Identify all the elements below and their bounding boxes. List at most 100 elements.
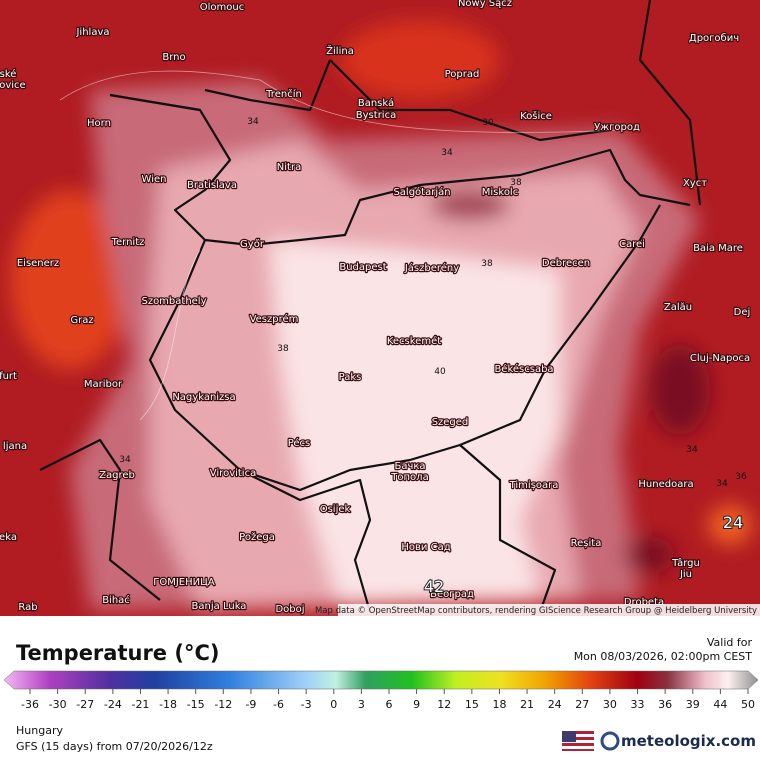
city-label: Szombathely — [141, 296, 206, 307]
city-label: Топола — [390, 472, 428, 483]
colorbar-tick-label: -30 — [49, 698, 67, 711]
colorbar-tick-label: 44 — [713, 698, 727, 711]
city-label: Osijek — [320, 504, 351, 515]
city-label: furt — [0, 371, 17, 382]
contour-label: 30 — [482, 118, 494, 128]
city-label: Timișoara — [509, 480, 559, 491]
legend-title: Temperature (°C) — [16, 641, 219, 665]
city-label: Târgu — [671, 557, 700, 569]
city-label: ské — [0, 68, 16, 80]
colorbar-tick-label: 15 — [465, 698, 479, 711]
city-label: ějovice — [0, 79, 26, 91]
city-label: Bystrica — [356, 110, 396, 121]
colorbar-tick-label: 9 — [413, 698, 420, 711]
city-label: Žilina — [326, 44, 354, 57]
colorbar-tick-label: 33 — [631, 698, 645, 711]
region: Hungary — [16, 724, 63, 737]
brand: meteologix.com — [621, 732, 756, 750]
city-label: Debrecen — [542, 258, 590, 269]
colorbar-tick-label: 0 — [330, 698, 337, 711]
city-label: Дрогобич — [689, 33, 739, 44]
contour-label: 36 — [735, 472, 747, 482]
city-label: Graz — [70, 315, 93, 326]
city-label: Maribor — [84, 379, 123, 390]
city-label: Nowy Sącz — [458, 0, 512, 9]
colorbar — [3, 670, 759, 690]
city-label: Ужгород — [594, 122, 640, 133]
city-label: Salgótarján — [393, 186, 450, 198]
brand-logo — [600, 731, 620, 751]
city-label: Ternitz — [111, 237, 145, 248]
city-label: Békéscsaba — [494, 363, 553, 375]
city-label: Zalău — [664, 302, 692, 313]
city-label: Eisenerz — [17, 258, 59, 269]
colorbar-tick-label: 12 — [437, 698, 451, 711]
city-label: Brno — [162, 52, 185, 63]
colorbar-tick-label: 30 — [603, 698, 617, 711]
city-label: Београд — [430, 589, 474, 600]
city-label: Carei — [619, 239, 645, 250]
city-label: Бачка — [394, 461, 425, 472]
city-label: Nagykanizsa — [172, 392, 235, 403]
city-label: ljana — [3, 441, 27, 452]
city-label: Rab — [18, 602, 37, 613]
colorbar-tick-label: 18 — [492, 698, 506, 711]
city-label: Szeged — [432, 417, 469, 428]
colorbar-tick-label: 24 — [548, 698, 562, 711]
valid-label: Valid for — [707, 636, 753, 649]
city-label: Jászberény — [404, 262, 459, 274]
city-label: Olomouc — [200, 2, 244, 13]
map-area — [0, 0, 760, 616]
colorbar-tick-label: 21 — [520, 698, 534, 711]
city-label: Reșita — [571, 538, 602, 549]
colorbar-tick-label: 27 — [575, 698, 589, 711]
city-label: Baia Mare — [693, 243, 743, 254]
attribution-bg — [338, 604, 760, 616]
city-label: Zagreb — [99, 470, 135, 481]
colorbar-tick-label: 39 — [686, 698, 700, 711]
model-run: GFS (15 days) from 07/20/2026/12z — [16, 740, 213, 753]
city-label: Doboj — [275, 604, 304, 615]
city-label: Horn — [87, 118, 111, 129]
city-label: Veszprém — [250, 313, 299, 325]
contour-label: 34 — [119, 455, 131, 465]
city-label: Požega — [239, 531, 275, 543]
city-label: Kecskemét — [387, 335, 441, 347]
city-label: Wien — [142, 174, 167, 185]
city-label: Banja Luka — [192, 601, 247, 612]
city-label: Bratislava — [187, 180, 237, 191]
city-label: Jiu — [679, 569, 692, 580]
colorbar-tick-label: -24 — [104, 698, 122, 711]
city-label: ГОМЈЕНИЦА — [153, 577, 215, 588]
colorbar-tick-label: -15 — [187, 698, 205, 711]
city-label: Paks — [339, 372, 362, 383]
city-label: Nitra — [277, 162, 301, 173]
colorbar-tick-label: 6 — [386, 698, 393, 711]
city-label: Miskolc — [482, 187, 518, 198]
contour-label: 38 — [481, 259, 493, 269]
city-label: Banská — [358, 97, 394, 109]
city-label: Bihać — [102, 594, 130, 606]
colorbar-tick-label: -9 — [245, 698, 256, 711]
contour-label: 34 — [686, 445, 698, 455]
contour-label: 34 — [716, 479, 728, 489]
city-label: Нови Сад — [401, 542, 450, 553]
colorbar-tick-label: -3 — [301, 698, 312, 711]
colorbar-tick-label: -6 — [273, 698, 284, 711]
city-label: Trenčín — [265, 88, 302, 100]
city-label: Košice — [520, 110, 552, 122]
city-label: Hunedoara — [638, 479, 693, 490]
city-label: Virovitica — [210, 468, 256, 479]
colorbar-tick-label: 3 — [358, 698, 365, 711]
colorbar-tick-label: -18 — [159, 698, 177, 711]
city-label: Budapest — [339, 262, 386, 273]
colorbar-tick-label: -36 — [21, 698, 39, 711]
city-label: Хуст — [683, 178, 707, 189]
city-label: Jihlava — [75, 27, 109, 38]
colorbar-tick-label: 50 — [741, 698, 755, 711]
contour-label: 38 — [277, 344, 289, 354]
contour-label: 34 — [441, 148, 453, 158]
contour-label: 42 — [424, 577, 444, 596]
city-label: Győr — [240, 238, 265, 250]
